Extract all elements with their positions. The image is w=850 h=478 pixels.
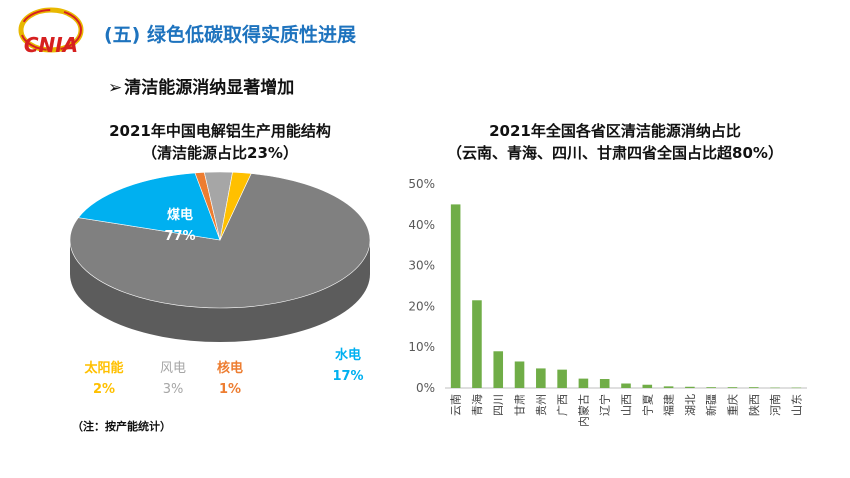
x-tick-label: 内蒙古 xyxy=(576,394,590,427)
pie-chart xyxy=(69,171,371,342)
bar-2 xyxy=(493,351,504,388)
pie-label-hydro-value: 17% xyxy=(332,369,364,384)
cnia-logo: CNIA xyxy=(18,7,84,57)
bar-title-line2: （云南、青海、四川、甘肃四省全国占比超80%） xyxy=(447,144,783,162)
x-tick-label: 甘肃 xyxy=(514,394,527,416)
bullet-arrow-icon: ➢ xyxy=(108,78,123,98)
pie-top-slice-0 xyxy=(69,173,371,309)
x-tick-label: 新疆 xyxy=(704,394,718,416)
x-tick-label: 宁夏 xyxy=(640,394,654,416)
x-tick-label: 青海 xyxy=(470,394,484,416)
x-tick-label: 云南 xyxy=(450,394,463,416)
bar-16 xyxy=(791,387,802,389)
x-tick-label: 山西 xyxy=(620,394,633,416)
pie-chart-title: 2021年中国电解铝生产用能结构 （清洁能源占比23%） xyxy=(40,120,400,164)
bar-5 xyxy=(557,369,567,388)
pie-label-hydro-name: 水电 xyxy=(334,348,361,363)
x-tick-label: 广西 xyxy=(556,394,569,416)
pie-top-slice-4 xyxy=(219,171,252,241)
pie-label-nuclear-value: 1% xyxy=(218,382,242,397)
pie-title-line1: 2021年中国电解铝生产用能结构 xyxy=(109,122,331,140)
bar-0 xyxy=(450,204,461,388)
pie-label-nuclear-name: 核电 xyxy=(216,361,243,376)
bar-1 xyxy=(472,300,482,388)
pie-label-coal-name: 煤电 xyxy=(166,208,193,223)
y-tick-label: 0% xyxy=(416,381,435,395)
bar-4 xyxy=(536,368,546,388)
pie-title-line2: （清洁能源占比23%） xyxy=(142,144,298,162)
pie-label-wind: 风电 3% xyxy=(148,358,198,400)
bar-9 xyxy=(642,384,653,388)
y-tick-label: 40% xyxy=(408,218,435,232)
section-subtitle: ➢ 清洁能源消纳显著增加 xyxy=(108,73,294,98)
pie-label-solar-name: 太阳能 xyxy=(84,361,124,376)
bar-3 xyxy=(514,361,525,388)
footnote: （注：按产能统计） xyxy=(72,420,171,433)
x-tick-label: 辽宁 xyxy=(598,394,612,416)
pie-side-slice-0 xyxy=(70,240,370,342)
pie-label-coal: 煤电 77% xyxy=(145,205,215,247)
y-tick-label: 50% xyxy=(408,177,435,191)
pie-label-coal-value: 77% xyxy=(164,229,196,244)
y-tick-label: 10% xyxy=(408,340,435,354)
page-title: (五) 绿色低碳取得实质性进展 xyxy=(104,24,356,46)
x-tick-label: 山东 xyxy=(790,394,803,416)
pie-label-nuclear: 核电 1% xyxy=(205,358,255,400)
pie-label-hydro: 水电 17% xyxy=(318,345,378,387)
bar-title-line1: 2021年全国各省区清洁能源消纳占比 xyxy=(489,122,741,140)
pie-label-solar-value: 2% xyxy=(92,382,116,397)
bar-13 xyxy=(727,387,738,388)
bar-7 xyxy=(599,379,610,388)
bar-chart-title: 2021年全国各省区清洁能源消纳占比 （云南、青海、四川、甘肃四省全国占比超80… xyxy=(400,120,830,164)
pie-label-wind-name: 风电 xyxy=(159,361,186,376)
y-tick-label: 20% xyxy=(408,299,435,313)
logo-text: CNIA xyxy=(24,33,78,57)
pie-label-wind-value: 3% xyxy=(162,382,184,397)
bar-10 xyxy=(663,386,674,388)
pie-label-solar: 太阳能 2% xyxy=(74,358,134,400)
x-tick-label: 重庆 xyxy=(725,394,739,416)
x-tick-label: 四川 xyxy=(492,394,505,416)
bar-12 xyxy=(706,387,716,388)
bar-14 xyxy=(748,387,759,388)
bar-15 xyxy=(770,387,780,389)
y-tick-label: 30% xyxy=(408,259,435,273)
section-subtitle-text: 清洁能源消纳显著增加 xyxy=(124,78,295,98)
pie-top-slice-1 xyxy=(77,172,221,241)
bar-8 xyxy=(621,383,631,388)
bar-11 xyxy=(685,386,695,388)
x-tick-label: 陕西 xyxy=(747,394,761,416)
x-tick-label: 贵州 xyxy=(535,394,548,416)
bar-chart: 0% 10% 20% 30% 40% 50% 云南 青海 四川 甘肃 贵州 广西 内蒙古 辽宁 山西 宁夏福… xyxy=(408,177,807,427)
x-tick-label: 福建 xyxy=(662,394,676,416)
x-tick-label: 河南 xyxy=(769,394,782,416)
x-tick-label: 湖北 xyxy=(684,394,697,416)
bar-6 xyxy=(578,378,589,388)
